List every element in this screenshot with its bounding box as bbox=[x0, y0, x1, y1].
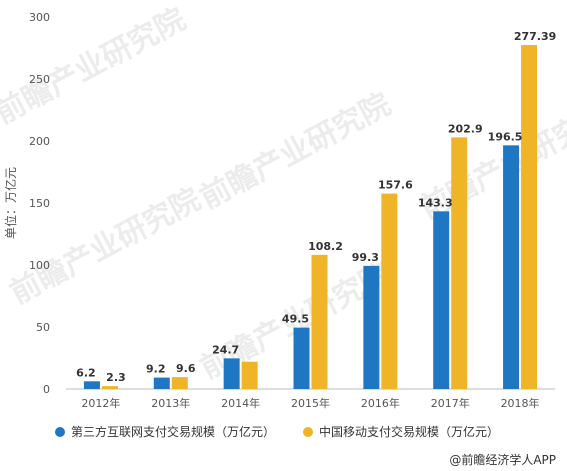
data-label: 9.6 bbox=[176, 362, 196, 375]
data-label: 277.39 bbox=[514, 30, 556, 43]
bar-series-1 bbox=[433, 211, 450, 389]
y-axis: 0 50 100 150 200 250 300 bbox=[29, 11, 50, 396]
y-tick-label: 0 bbox=[43, 383, 50, 396]
data-label: 196.5 bbox=[488, 130, 523, 143]
bar-series-2 bbox=[451, 137, 468, 389]
data-label: 99.3 bbox=[352, 251, 379, 264]
bar-series-1 bbox=[363, 265, 380, 389]
x-axis: 2012年 2013年 2014年 2015年 2016年 2017年 2018年 bbox=[81, 396, 539, 410]
watermark-text: 前瞻产业研究院 bbox=[195, 87, 397, 216]
bar-series-2 bbox=[521, 45, 538, 389]
bar-series-2 bbox=[381, 193, 398, 389]
y-tick-label: 200 bbox=[29, 135, 50, 148]
data-label: 157.6 bbox=[378, 179, 413, 192]
bar-series-2 bbox=[171, 377, 188, 389]
data-labels: 6.2 2.3 9.2 9.6 24.7 49.5 108.2 99.3 157.6 143.3 2… bbox=[76, 30, 556, 384]
x-tick-label: 2014年 bbox=[221, 396, 260, 410]
y-tick-label: 250 bbox=[29, 73, 50, 86]
data-label: 108.2 bbox=[308, 240, 343, 253]
x-tick-label: 2012年 bbox=[81, 396, 120, 410]
y-tick-label: 300 bbox=[29, 11, 50, 24]
x-tick-label: 2015年 bbox=[291, 396, 330, 410]
y-tick-label: 100 bbox=[29, 259, 50, 272]
legend: 第三方互联网支付交易规模（万亿元） 中国移动支付交易规模（万亿元） bbox=[55, 424, 499, 439]
x-tick-label: 2013年 bbox=[151, 396, 190, 410]
bars bbox=[83, 45, 538, 389]
x-tick-label: 2017年 bbox=[431, 396, 470, 410]
legend-marker bbox=[55, 427, 65, 437]
bar-series-2 bbox=[241, 361, 258, 389]
bar-series-1 bbox=[503, 145, 520, 389]
bar-series-1 bbox=[153, 377, 170, 389]
y-axis-title: 单位：万亿元 bbox=[3, 167, 18, 239]
credit-text: @前瞻经济学人APP bbox=[449, 452, 556, 467]
bar-series-1 bbox=[293, 327, 310, 389]
data-label: 202.9 bbox=[448, 122, 483, 135]
data-label: 49.5 bbox=[282, 313, 309, 326]
bar-series-2 bbox=[311, 254, 328, 389]
x-tick-label: 2018年 bbox=[501, 396, 540, 410]
bar-series-1 bbox=[83, 381, 100, 389]
data-label: 24.7 bbox=[212, 343, 239, 356]
legend-marker bbox=[303, 427, 313, 437]
bar-series-2 bbox=[101, 386, 118, 389]
y-tick-label: 150 bbox=[29, 197, 50, 210]
data-label: 6.2 bbox=[76, 366, 96, 379]
y-tick-label: 50 bbox=[36, 321, 50, 334]
legend-label: 中国移动支付交易规模（万亿元） bbox=[319, 424, 499, 439]
x-tick-label: 2016年 bbox=[361, 396, 400, 410]
data-label: 2.3 bbox=[106, 371, 126, 384]
bar-series-1 bbox=[223, 358, 240, 389]
legend-label: 第三方互联网支付交易规模（万亿元） bbox=[71, 424, 275, 439]
data-label: 9.2 bbox=[146, 363, 166, 376]
data-label: 143.3 bbox=[418, 196, 453, 209]
